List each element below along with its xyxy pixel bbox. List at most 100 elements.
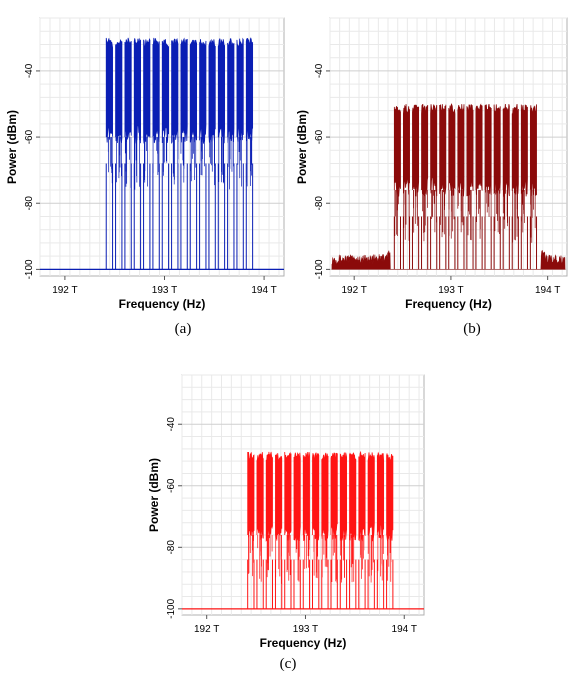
channel-body <box>245 37 254 142</box>
channel-body <box>520 104 528 197</box>
y-tick-label: -80 <box>166 540 177 555</box>
x-tick-label: 192 T <box>341 285 366 296</box>
channel-body <box>439 104 447 195</box>
channel-edge <box>236 163 244 270</box>
y-axis-label: Power (dBm) <box>5 110 19 184</box>
chart-svg-a: 192 T 193 T 194 T -40 -60 -80 -100 Frequency (H… <box>5 17 285 311</box>
channel-edge <box>367 559 375 609</box>
channel-body <box>180 37 188 143</box>
x-axis-label: Frequency (Hz) <box>119 297 206 311</box>
channel-edge <box>520 216 528 270</box>
channel-edge <box>493 216 501 270</box>
channel-edge <box>293 559 301 609</box>
channel-edge <box>265 559 274 609</box>
channel-edge <box>502 216 510 270</box>
channel-body <box>189 39 198 143</box>
channel-body <box>358 450 366 542</box>
channel-body <box>236 37 244 142</box>
channel-body <box>171 38 179 144</box>
channel-edge <box>227 163 235 270</box>
channel-body <box>330 452 338 540</box>
channel-body <box>115 38 123 144</box>
chart-svg-b: 192 T 193 T 194 T -40 -60 -80 -100 Frequency (H… <box>295 17 568 311</box>
channel-edge <box>339 559 348 609</box>
channel-edge <box>529 216 538 270</box>
x-axis-label: Frequency (Hz) <box>405 297 492 311</box>
channel-body <box>502 103 510 197</box>
channel-edge <box>284 559 292 609</box>
channel-body <box>466 104 474 197</box>
channel-body <box>376 451 385 540</box>
x-tick-label: 194 T <box>535 285 560 296</box>
channel-body <box>105 37 113 143</box>
channel-edge <box>302 559 311 609</box>
channel-edge <box>430 216 438 270</box>
channel-edge <box>171 163 179 270</box>
channel-edge <box>466 216 474 270</box>
channel-edge <box>411 216 420 270</box>
channel-edge <box>475 216 483 270</box>
spectrum-chart-a: 192 T 193 T 194 T -40 -60 -80 -100 Frequency (H… <box>0 0 290 320</box>
caption-b: (b) <box>463 321 481 337</box>
channel-body <box>265 451 273 542</box>
channel-body <box>133 38 141 144</box>
y-tick-label: -80 <box>24 196 35 211</box>
channel-body <box>161 39 169 144</box>
channel-edge <box>393 216 401 270</box>
channel-edge <box>386 559 394 609</box>
spectrum-chart-b: 192 T 193 T 194 T -40 -60 -80 -100 Frequency (H… <box>290 0 580 320</box>
channel-edge <box>208 163 216 270</box>
channel-body <box>412 104 420 197</box>
channel-body <box>529 104 537 196</box>
channel-body <box>256 452 264 540</box>
channel-body <box>247 451 255 542</box>
channel-body <box>457 104 465 197</box>
x-tick-label: 192 T <box>52 285 77 296</box>
channel-edge <box>247 559 255 609</box>
y-tick-label: -100 <box>166 598 177 618</box>
y-tick-label: -60 <box>314 129 325 144</box>
channel-body <box>430 104 438 197</box>
channel-edge <box>105 163 114 270</box>
y-tick-label: -60 <box>24 129 35 144</box>
caption-c: (c) <box>279 656 297 672</box>
channel-body <box>493 104 501 195</box>
channel-edge <box>199 163 207 270</box>
channel-edge <box>133 163 142 270</box>
channel-body <box>227 38 235 143</box>
channel-edge <box>457 216 465 270</box>
y-axis-label: Power (dBm) <box>147 458 161 532</box>
channel-body <box>312 452 320 541</box>
x-tick-label: 193 T <box>438 285 463 296</box>
channel-body <box>421 103 429 197</box>
x-tick-label: 193 T <box>152 285 177 296</box>
channel-body <box>321 452 329 541</box>
spectrum-chart-c: 192 T 193 T 194 T -40 -60 -80 -100 Frequency (H… <box>140 355 430 655</box>
spectrum-trace <box>182 450 424 610</box>
y-tick-label: -40 <box>314 63 325 78</box>
y-tick-label: -100 <box>24 259 35 279</box>
channel-body <box>124 37 132 143</box>
channel-body <box>339 452 347 541</box>
y-tick-label: -60 <box>166 478 177 493</box>
y-tick-label: -40 <box>24 63 35 78</box>
channel-edge <box>439 216 447 270</box>
channel-edge <box>330 559 338 609</box>
spectrum-trace <box>40 37 284 270</box>
channel-body <box>275 453 283 541</box>
channel-edge <box>358 559 366 609</box>
caption-a: (a) <box>174 321 192 337</box>
x-tick-label: 192 T <box>194 624 219 635</box>
channel-body <box>143 38 151 144</box>
channel-body <box>484 103 492 195</box>
channel-body <box>208 38 216 143</box>
channel-edge <box>115 163 123 270</box>
channel-body <box>386 453 394 542</box>
channel-edge <box>180 163 188 270</box>
channel-edge <box>256 559 264 609</box>
y-tick-label: -100 <box>314 259 325 279</box>
channel-body <box>448 103 456 196</box>
channel-body <box>475 103 483 195</box>
channel-edge <box>376 559 385 609</box>
channel-body <box>349 452 357 541</box>
